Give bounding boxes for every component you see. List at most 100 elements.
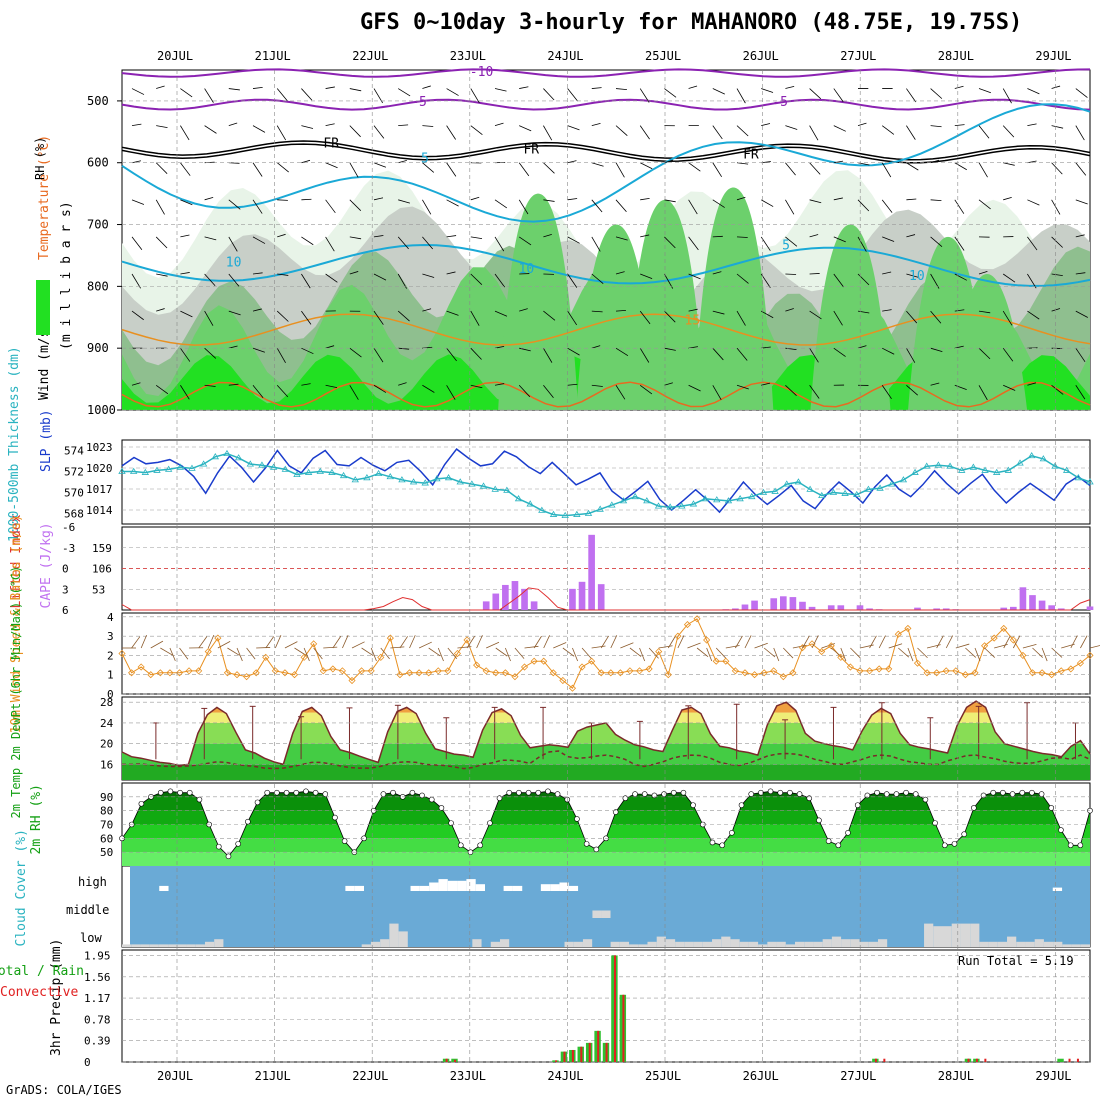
wind-barb-10m — [495, 647, 508, 657]
wind-speed-point — [894, 630, 902, 638]
precip-ylabel: 3hr Precip (mm) — [49, 939, 64, 1056]
thickness-point — [188, 464, 196, 471]
wind-barb — [833, 310, 843, 326]
precip-convective-bar — [967, 1058, 970, 1062]
cloud-bar-low — [675, 941, 685, 947]
wind-barb — [1051, 199, 1061, 215]
wind-barb — [664, 236, 676, 249]
wind-speed-point — [990, 634, 998, 642]
wind-barb — [373, 162, 387, 168]
wind-barb-10m — [763, 647, 776, 658]
slp-tick-label: 1014 — [86, 504, 113, 517]
date-label-top: 23JUL — [450, 49, 486, 63]
cloud-bar-low — [389, 923, 399, 947]
thickness-point — [1004, 466, 1013, 473]
precip-convective-bar — [883, 1058, 886, 1062]
wind-barb — [277, 273, 289, 276]
cloud-bar-low — [177, 944, 187, 947]
wind-barb — [301, 159, 311, 164]
credit-label: GrADS: COLA/IGES — [6, 1083, 122, 1097]
cloud-bar-low — [573, 941, 583, 947]
wind-barb-10m — [179, 647, 189, 660]
wind-barb — [1051, 308, 1061, 312]
wind-barb — [640, 197, 650, 201]
wind-barb — [1003, 384, 1016, 391]
wind-barb — [180, 88, 193, 98]
wind-barb — [712, 199, 725, 208]
cape-bar — [492, 593, 500, 610]
wind-barb — [422, 308, 432, 312]
wind-barb-10m — [658, 645, 673, 649]
wind-speed-point — [942, 667, 950, 675]
wind-barb — [494, 310, 508, 317]
precip-tick-label: 0.78 — [84, 1013, 111, 1026]
thickness-point — [514, 495, 523, 502]
wind-barb-10m — [735, 635, 743, 649]
wind-barb — [591, 122, 601, 127]
wind-barb — [397, 236, 409, 250]
wind-barb — [446, 125, 456, 140]
wind-tick-label: 3 — [107, 630, 114, 643]
wind-barb — [204, 197, 214, 201]
wind-barb — [688, 162, 701, 172]
rh-point — [845, 829, 851, 836]
thickness-point — [409, 478, 418, 485]
rh-point — [738, 802, 745, 808]
cape-bar — [837, 605, 845, 610]
wind-speed-point — [770, 667, 778, 675]
precip-convective-bar — [622, 994, 625, 1062]
cloud-bar-high — [559, 882, 569, 891]
cloud-bar-high — [457, 880, 467, 891]
precip-legend-total: Total / Rain — [0, 964, 84, 979]
wind-speed-point — [961, 671, 969, 679]
wind-barb — [446, 271, 456, 275]
wind-barb-10m — [907, 647, 914, 662]
wind-speed-point — [981, 642, 989, 650]
wind-barb — [543, 347, 553, 363]
wind-barb — [639, 384, 653, 395]
wind-speed-point — [750, 671, 759, 679]
cloud-bar-high — [345, 885, 355, 891]
wind-barb — [736, 384, 749, 390]
wind-speed-point — [223, 669, 231, 677]
thickness-point — [713, 496, 721, 503]
wind-barb — [591, 87, 602, 89]
cape-bar — [1029, 595, 1036, 610]
rh-point — [303, 788, 309, 795]
wind-barb-10m — [351, 641, 365, 649]
cape-bar — [588, 534, 595, 610]
cape-bar — [482, 601, 490, 610]
isotherm-label: 5 — [421, 152, 429, 167]
cloud-bar-low — [149, 944, 159, 947]
wind-barb — [519, 347, 531, 352]
wind-speed-point — [837, 653, 845, 661]
date-label-bottom: 20JUL — [157, 1069, 193, 1083]
rh-point — [554, 791, 561, 797]
wind-speed-point — [195, 667, 203, 675]
sounding-ylabel-group: Wind (m/s) Temperature (°C)RH (%) (m i l l… — [33, 135, 74, 400]
wind-speed-point — [425, 669, 433, 677]
wind-barb — [325, 162, 338, 169]
wind-speed-point — [281, 669, 289, 677]
wind-barb — [494, 273, 505, 288]
wind-barb — [809, 385, 820, 399]
date-label-bottom: 24JUL — [547, 1069, 583, 1083]
wind-barb — [446, 385, 456, 400]
wind-barb — [615, 199, 627, 212]
date-label-bottom: 28JUL — [938, 1069, 974, 1083]
thickness-point — [666, 503, 674, 510]
wind-barb-10m — [418, 641, 432, 649]
rh-point — [245, 818, 251, 825]
wind-barb — [252, 162, 263, 177]
wind-barb — [688, 236, 699, 251]
wind-barb — [519, 86, 529, 89]
pressure-tick-label: 600 — [87, 156, 109, 170]
wind-barb-10m — [706, 647, 713, 662]
wind-barb — [349, 385, 359, 400]
wind-barb — [397, 88, 411, 97]
wind-barb-10m — [1080, 635, 1088, 649]
wind-speed-point — [578, 663, 586, 671]
wind-speed-point — [492, 669, 500, 677]
rh-point — [777, 789, 784, 796]
wind-barb — [518, 199, 529, 215]
